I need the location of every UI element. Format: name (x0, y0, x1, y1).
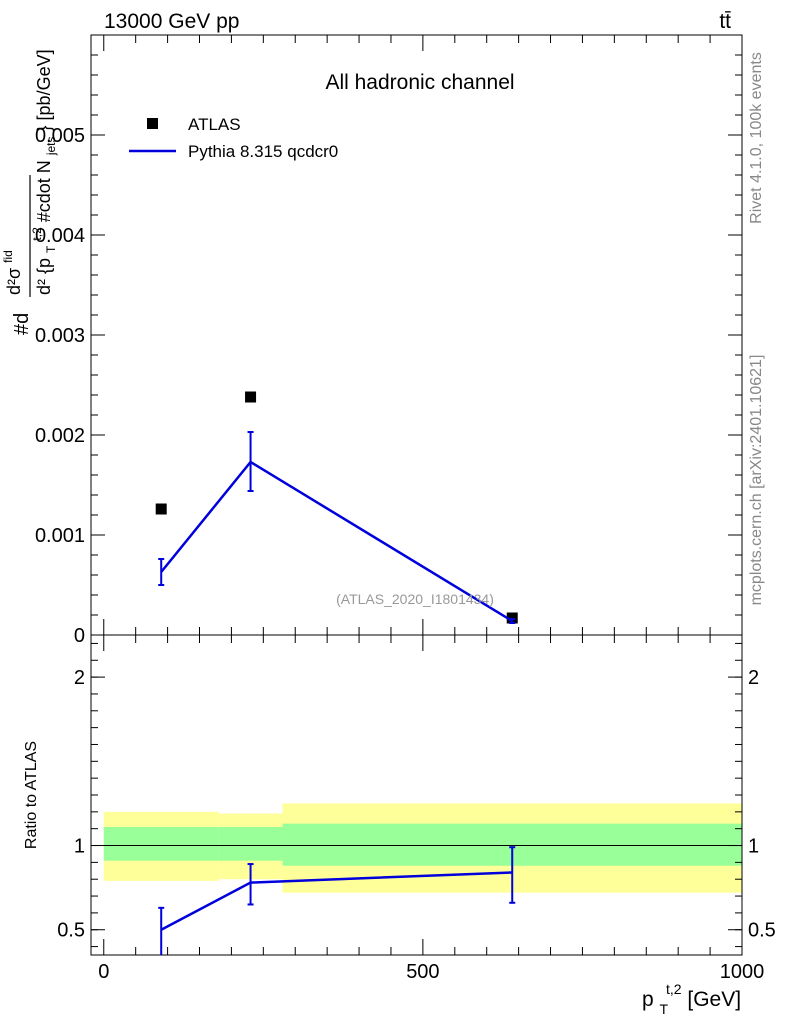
ylabel-prefix: #d (11, 313, 33, 335)
xtick-label: 500 (406, 961, 439, 983)
ratio-ylabel: Ratio to ATLAS (23, 741, 40, 849)
ratio-ytick-label: 0.5 (57, 920, 85, 942)
legend-pythia-label: Pythia 8.315 qcdcr0 (188, 142, 338, 161)
xtick-label: 1000 (720, 961, 765, 983)
ylabel-denominator-sup: t,2 (30, 227, 44, 241)
rivet-label: Rivet 4.1.0, 100k events (748, 52, 765, 224)
main-ylabel: #d d²σ fid d² {p T t,2 #cdot N jets } [p… (1, 49, 59, 335)
atlas-point (245, 391, 257, 403)
ylabel-denominator: d² {p (34, 258, 54, 295)
chart-title: All hadronic channel (325, 71, 514, 94)
xlabel-sup: t,2 (666, 981, 682, 997)
ratio-ytick-label: 1 (74, 836, 85, 858)
legend-atlas-label: ATLAS (188, 115, 241, 134)
ratio-bands (91, 803, 742, 893)
ratio-band-green-0 (103, 827, 219, 861)
ylabel-denominator-sub: T (44, 245, 58, 253)
main-ytick-label: 0 (74, 625, 85, 647)
svg-text:#d: #d (11, 313, 33, 335)
xlabel-sub: T (660, 1001, 669, 1017)
svg-text:d² {p T t,2: d² {p T t,2 #cdot N jets } [pb/GeV] (25, 49, 59, 295)
ylabel-suffix: #cdot N (34, 160, 54, 222)
legend-atlas-marker (147, 118, 158, 129)
ratio-ytick-label-right: 0.5 (748, 920, 776, 942)
main-marks (155, 391, 518, 624)
ratio-ytick-label-right: 1 (748, 836, 759, 858)
ylabel-unit: } [pb/GeV] (34, 49, 54, 131)
atlas-point (155, 503, 167, 515)
xtick-label: 0 (98, 961, 109, 983)
ylabel-suffix-sub: jets (44, 136, 58, 156)
ratio-frame (90, 634, 743, 956)
main-ytick-label: 0.005 (35, 125, 85, 147)
ratio-band-green-1 (218, 827, 283, 861)
legend: ATLAS Pythia 8.315 qcdcr0 (129, 115, 338, 161)
xlabel-unit: [GeV] (687, 988, 741, 1011)
mcplots-label: mcplots.cern.ch [arXiv:2401.10621] (748, 355, 765, 606)
main-ytick-label: 0.003 (35, 325, 85, 347)
main-ytick-label: 0.002 (35, 425, 85, 447)
main-ytick-label: 0.001 (35, 525, 85, 547)
ratio-marks (158, 846, 516, 955)
xlabel-main: p (642, 988, 654, 1011)
main-ytick-label: 0.004 (35, 225, 85, 247)
ylabel-numerator-sup: fid (1, 250, 15, 263)
svg-text:d²σ fid: d²σ fid (1, 250, 24, 295)
xlabel: p T t,2 [GeV] (642, 976, 741, 1019)
process-label: tt̄ (719, 10, 731, 33)
axis-ticks: 0 0.001 0.002 0.003 0.004 0.005 0 500 1000 0.5 0.5… (35, 34, 776, 983)
watermark: (ATLAS_2020_I1801434) (336, 591, 494, 607)
ratio-ytick-label-right: 2 (748, 667, 759, 689)
ylabel-numerator: d²σ (4, 268, 24, 295)
energy-label: 13000 GeV pp (104, 10, 239, 33)
ratio-ytick-label: 2 (74, 667, 85, 689)
